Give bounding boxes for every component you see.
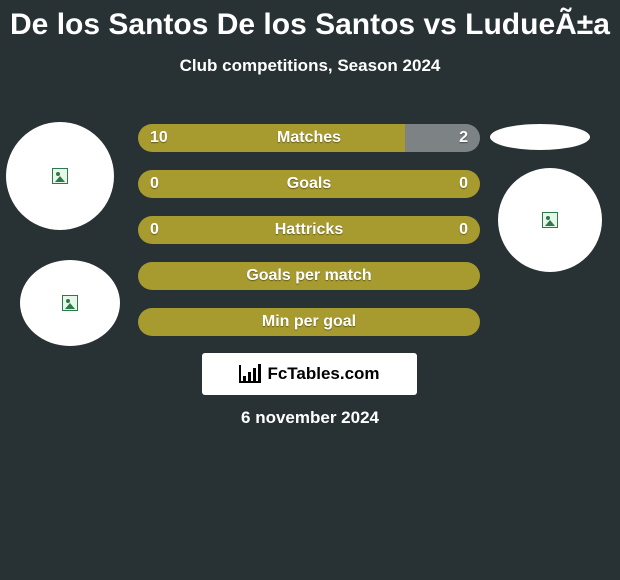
stat-bar-left-value: 0 [150, 216, 159, 244]
page-subtitle: Club competitions, Season 2024 [0, 56, 620, 76]
stat-bar-label: Goals [138, 170, 480, 198]
stat-bar-label: Hattricks [138, 216, 480, 244]
stat-bar: Goals0 0 [138, 170, 480, 198]
stat-bar-left-value: 0 [150, 170, 159, 198]
date-label: 6 november 2024 [0, 408, 620, 428]
source-label: FcTables.com [267, 364, 379, 384]
stat-bar-right-value: 0 [459, 170, 468, 198]
placeholder-image-icon [52, 168, 68, 184]
stat-bar: Matches10 2 [138, 124, 480, 152]
player-right-bottom [498, 168, 602, 272]
stat-bar-label: Goals per match [138, 262, 480, 290]
placeholder-image-icon [62, 295, 78, 311]
stat-bar: Goals per match [138, 262, 480, 290]
placeholder-image-icon [542, 212, 558, 228]
page-title: De los Santos De los Santos vs LudueÃ±a [0, 0, 620, 42]
comparison-bars: Matches102Goals00Hattricks00Goals per ma… [138, 124, 480, 354]
stat-bar-right-value: 2 [459, 124, 468, 152]
stat-bar: Min per goal [138, 308, 480, 336]
stat-bar-label: Min per goal [138, 308, 480, 336]
bar-chart-icon [239, 365, 261, 383]
player-left-bottom [20, 260, 120, 346]
source-badge: FcTables.com [202, 353, 417, 395]
stat-bar-right-value: 0 [459, 216, 468, 244]
player-right-top [490, 124, 590, 150]
stat-bar: Hattricks0 0 [138, 216, 480, 244]
stat-bar-left-value: 10 [150, 124, 168, 152]
player-left-top [6, 122, 114, 230]
stat-bar-label: Matches [138, 124, 480, 152]
